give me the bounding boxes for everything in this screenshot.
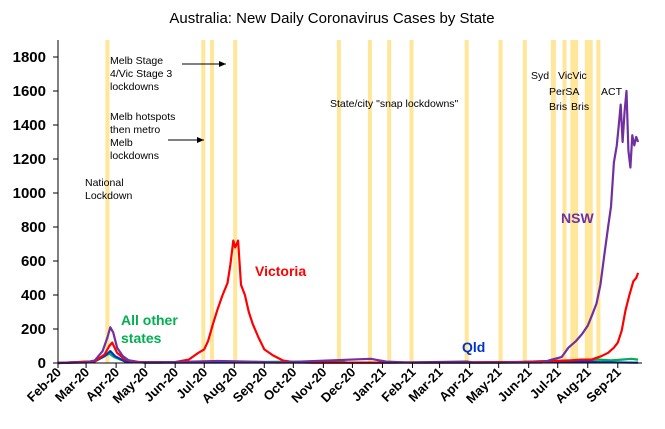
lockdown-bar-8: [464, 40, 469, 363]
lockdown-bar-4: [336, 40, 341, 363]
lockdown-bar-5: [367, 40, 372, 363]
annotation-melb-hotspots-line1: Melb hotspots: [110, 111, 175, 123]
annotation-snap-lockdowns: State/city "snap lockdowns": [330, 98, 459, 110]
lockdown-bar-1: [201, 40, 206, 363]
y-tick-label-0: 0: [38, 355, 46, 372]
arrowhead-melb-stage4: [219, 61, 226, 67]
annotation-melb-stage4-line1: Melb Stage: [110, 55, 163, 67]
lockdown-bar-10: [522, 40, 527, 363]
series-labels: Victoria NSW Qld All other states: [121, 210, 594, 355]
annotation-national-lockdown-line1: National: [85, 177, 124, 189]
series-label-nsw: NSW: [561, 210, 594, 226]
annotation-bris-1: Bris: [549, 101, 567, 113]
lockdown-bar-16: [584, 40, 589, 363]
lockdown-bar-12: [551, 40, 556, 363]
series-label-others-line2: states: [121, 330, 162, 346]
lockdown-bar-6: [387, 40, 392, 363]
lockdown-bar-17: [588, 40, 593, 363]
series-line-nsw: [57, 89, 640, 365]
lockdown-bar-2: [210, 40, 214, 363]
annotation-melb-hotspots-line3: Melb: [110, 137, 133, 149]
y-tick-label-200: 200: [21, 321, 46, 338]
x-ticks: Feb-20Mar-20Apr-20May-20Jun-20Jul-20Aug-…: [24, 363, 624, 406]
y-tick-label-400: 400: [21, 287, 46, 304]
annotation-per-sa: PerSA: [549, 86, 579, 98]
lockdown-bars: [105, 40, 601, 363]
y-tick-label-1600: 1600: [13, 83, 46, 100]
y-tick-label-800: 800: [21, 219, 46, 236]
series-label-others-line1: All other: [121, 312, 178, 328]
y-tick-label-600: 600: [21, 253, 46, 270]
series-label-qld: Qld: [462, 339, 485, 355]
y-tick-label-1800: 1800: [13, 49, 46, 66]
y-tick-label-1200: 1200: [13, 151, 46, 168]
series-label-victoria: Victoria: [255, 263, 306, 279]
lockdown-bar-7: [409, 40, 414, 363]
annotation-melb-hotspots-line4: lockdowns: [110, 150, 159, 162]
annotation-melb-hotspots-line2: then metro: [110, 124, 160, 136]
annotation-national-lockdown-line2: Lockdown: [85, 190, 132, 202]
x-tick-label-4: Jun-20: [141, 365, 181, 405]
y-ticks: 0 200 400 600 800 1000 1200 1400 1600 1800: [13, 49, 58, 372]
chart-title: Australia: New Daily Coronavirus Cases b…: [169, 10, 494, 27]
annotation-melb-stage4-line2: 4/Vic Stage 3: [110, 68, 172, 80]
annotation-melb-stage4-line3: lockdowns: [110, 81, 159, 93]
x-tick-label-16: Jun-21: [495, 365, 535, 405]
annotations: National Lockdown Melb Stage 4/Vic Stage…: [85, 55, 623, 202]
y-tick-label-1400: 1400: [13, 117, 46, 134]
axes: [57, 40, 642, 364]
lockdown-bar-14: [570, 40, 575, 363]
lockdown-bar-9: [498, 40, 503, 363]
annotation-vic-vic: VicVic: [558, 70, 587, 82]
lockdown-bar-15: [574, 40, 579, 363]
lockdown-bar-13: [562, 40, 567, 363]
annotation-syd: Syd: [531, 70, 549, 82]
lockdown-bar-18: [596, 40, 601, 363]
annotation-act: ACT: [601, 86, 623, 98]
lockdown-bar-0: [105, 40, 110, 363]
arrowhead-melb-hotspots: [197, 137, 204, 143]
y-tick-label-1000: 1000: [13, 185, 46, 202]
annotation-bris-2: Bris: [571, 101, 589, 113]
lockdown-bar-3: [233, 40, 238, 363]
